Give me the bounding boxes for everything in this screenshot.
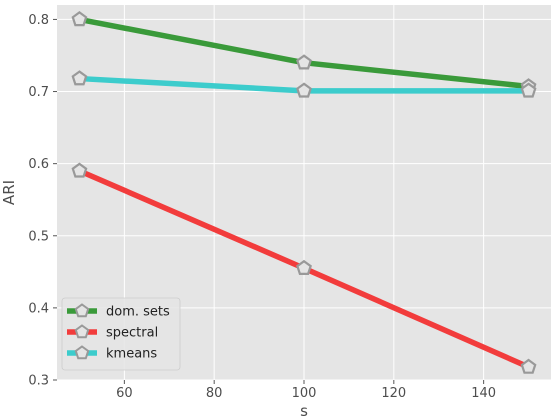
y-tick-label: 0.8 [28,13,49,28]
data-point-dom-sets [296,54,312,70]
legend-label: spectral [106,326,158,341]
data-point-kmeans [520,82,537,98]
x-tick-label: 100 [292,386,317,401]
legend-label: dom. sets [106,305,170,320]
x-tick-label: 120 [381,386,406,401]
x-tick-label: 80 [206,386,223,401]
x-tick-label: 60 [116,386,133,401]
y-axis-label: ARI [0,180,18,205]
legend-marker [74,345,90,360]
y-tick-label: 0.5 [28,229,49,244]
data-point-spectral [520,358,537,374]
data-point-dom-sets [71,11,88,27]
series-group [71,11,537,374]
y-tick-label: 0.6 [28,157,49,172]
data-point-spectral [296,259,312,275]
x-axis-label: s [300,402,308,420]
series-kmeans [71,70,537,98]
series-spectral [71,162,537,374]
legend-marker [74,324,90,339]
x-tick-label: 140 [471,386,496,401]
y-tick-label: 0.7 [28,85,49,100]
y-tick-label: 0.4 [28,301,49,316]
legend: dom. sets spectral kmeans [61,297,181,371]
legend-label: kmeans [106,347,157,362]
data-point-spectral [71,162,88,178]
legend-item-spectral: spectral [67,324,158,341]
y-tick-label: 0.3 [28,374,49,389]
legend-marker [74,303,90,318]
legend-item-dom-sets: dom. sets [67,303,170,320]
legend-item-kmeans: kmeans [67,345,157,362]
data-point-kmeans [71,70,88,86]
axis-ticks: 60 80 100 120 140 0.3 0.4 0.5 0.6 0.7 0.8 [28,13,496,401]
data-point-kmeans [296,82,312,98]
